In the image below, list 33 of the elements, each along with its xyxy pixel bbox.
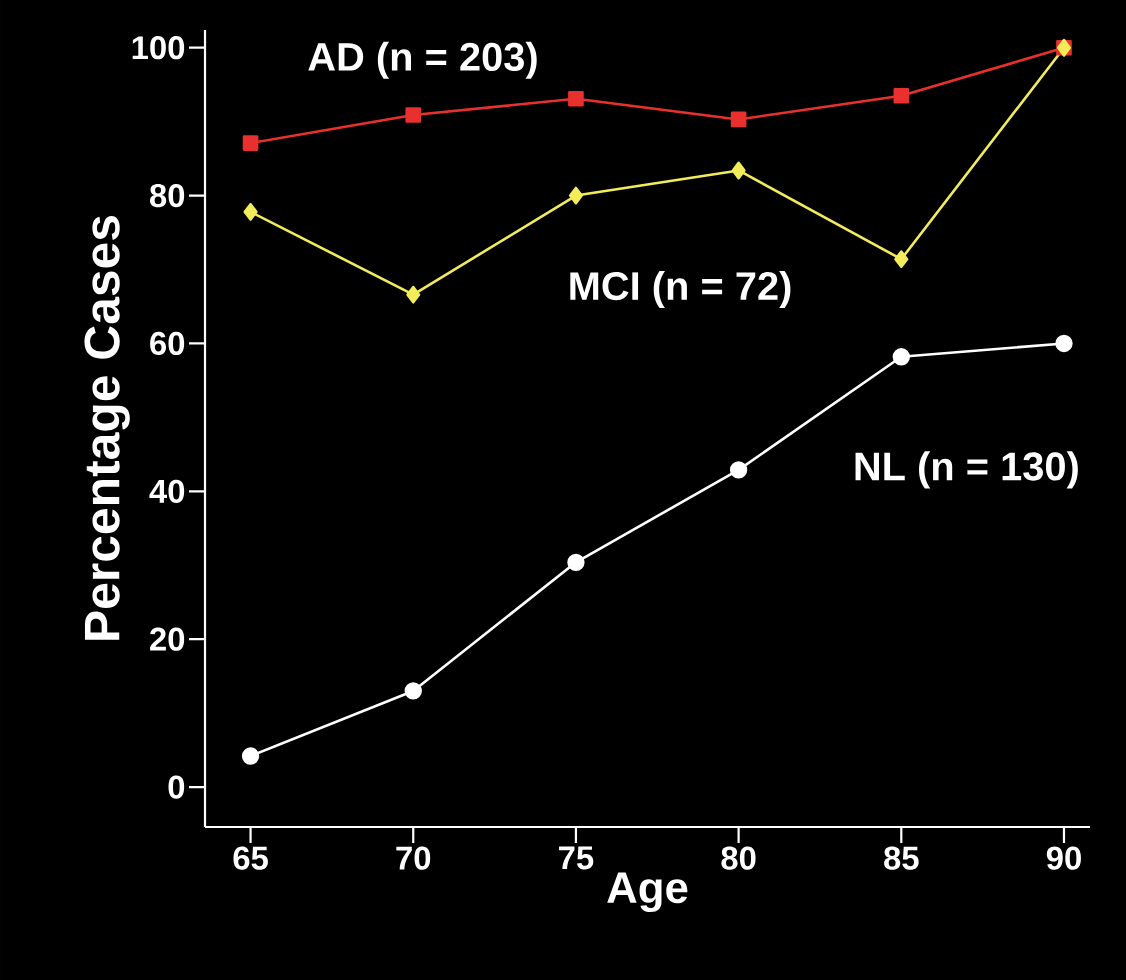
y-tick-label: 80 — [149, 183, 185, 208]
point — [404, 682, 422, 700]
y-tick-label: 20 — [150, 627, 185, 651]
point — [892, 348, 910, 366]
point — [731, 161, 746, 180]
y-tick-label: 0 — [168, 775, 185, 799]
point — [242, 135, 259, 151]
point — [893, 87, 910, 104]
point — [568, 186, 583, 205]
point — [241, 747, 260, 765]
point — [243, 202, 258, 221]
point — [730, 111, 747, 128]
point — [405, 107, 422, 123]
point — [567, 553, 585, 571]
x-tick-label: 75 — [559, 846, 594, 870]
series-label: AD (n = 203) — [308, 41, 537, 79]
x-tick-label: 70 — [396, 846, 431, 870]
x-tick-label: 65 — [233, 846, 268, 870]
x-tick-label: 90 — [1046, 846, 1081, 870]
y-tick-label: 40 — [149, 479, 185, 503]
x-tick-label: 85 — [884, 846, 919, 870]
series-label: NL (n = 130) — [855, 451, 1078, 489]
point — [894, 250, 909, 269]
point — [568, 90, 584, 107]
series-label: MCI (n = 72) — [570, 270, 791, 309]
y-tick-label: 100 — [132, 36, 185, 60]
y-axis-title: Percentage Cases — [84, 216, 130, 640]
x-tick-label: 80 — [721, 846, 756, 870]
point — [1055, 334, 1073, 353]
y-tick-label: 60 — [150, 331, 185, 356]
point — [729, 461, 748, 479]
x-axis-title: Age — [607, 872, 688, 913]
point — [406, 285, 421, 304]
